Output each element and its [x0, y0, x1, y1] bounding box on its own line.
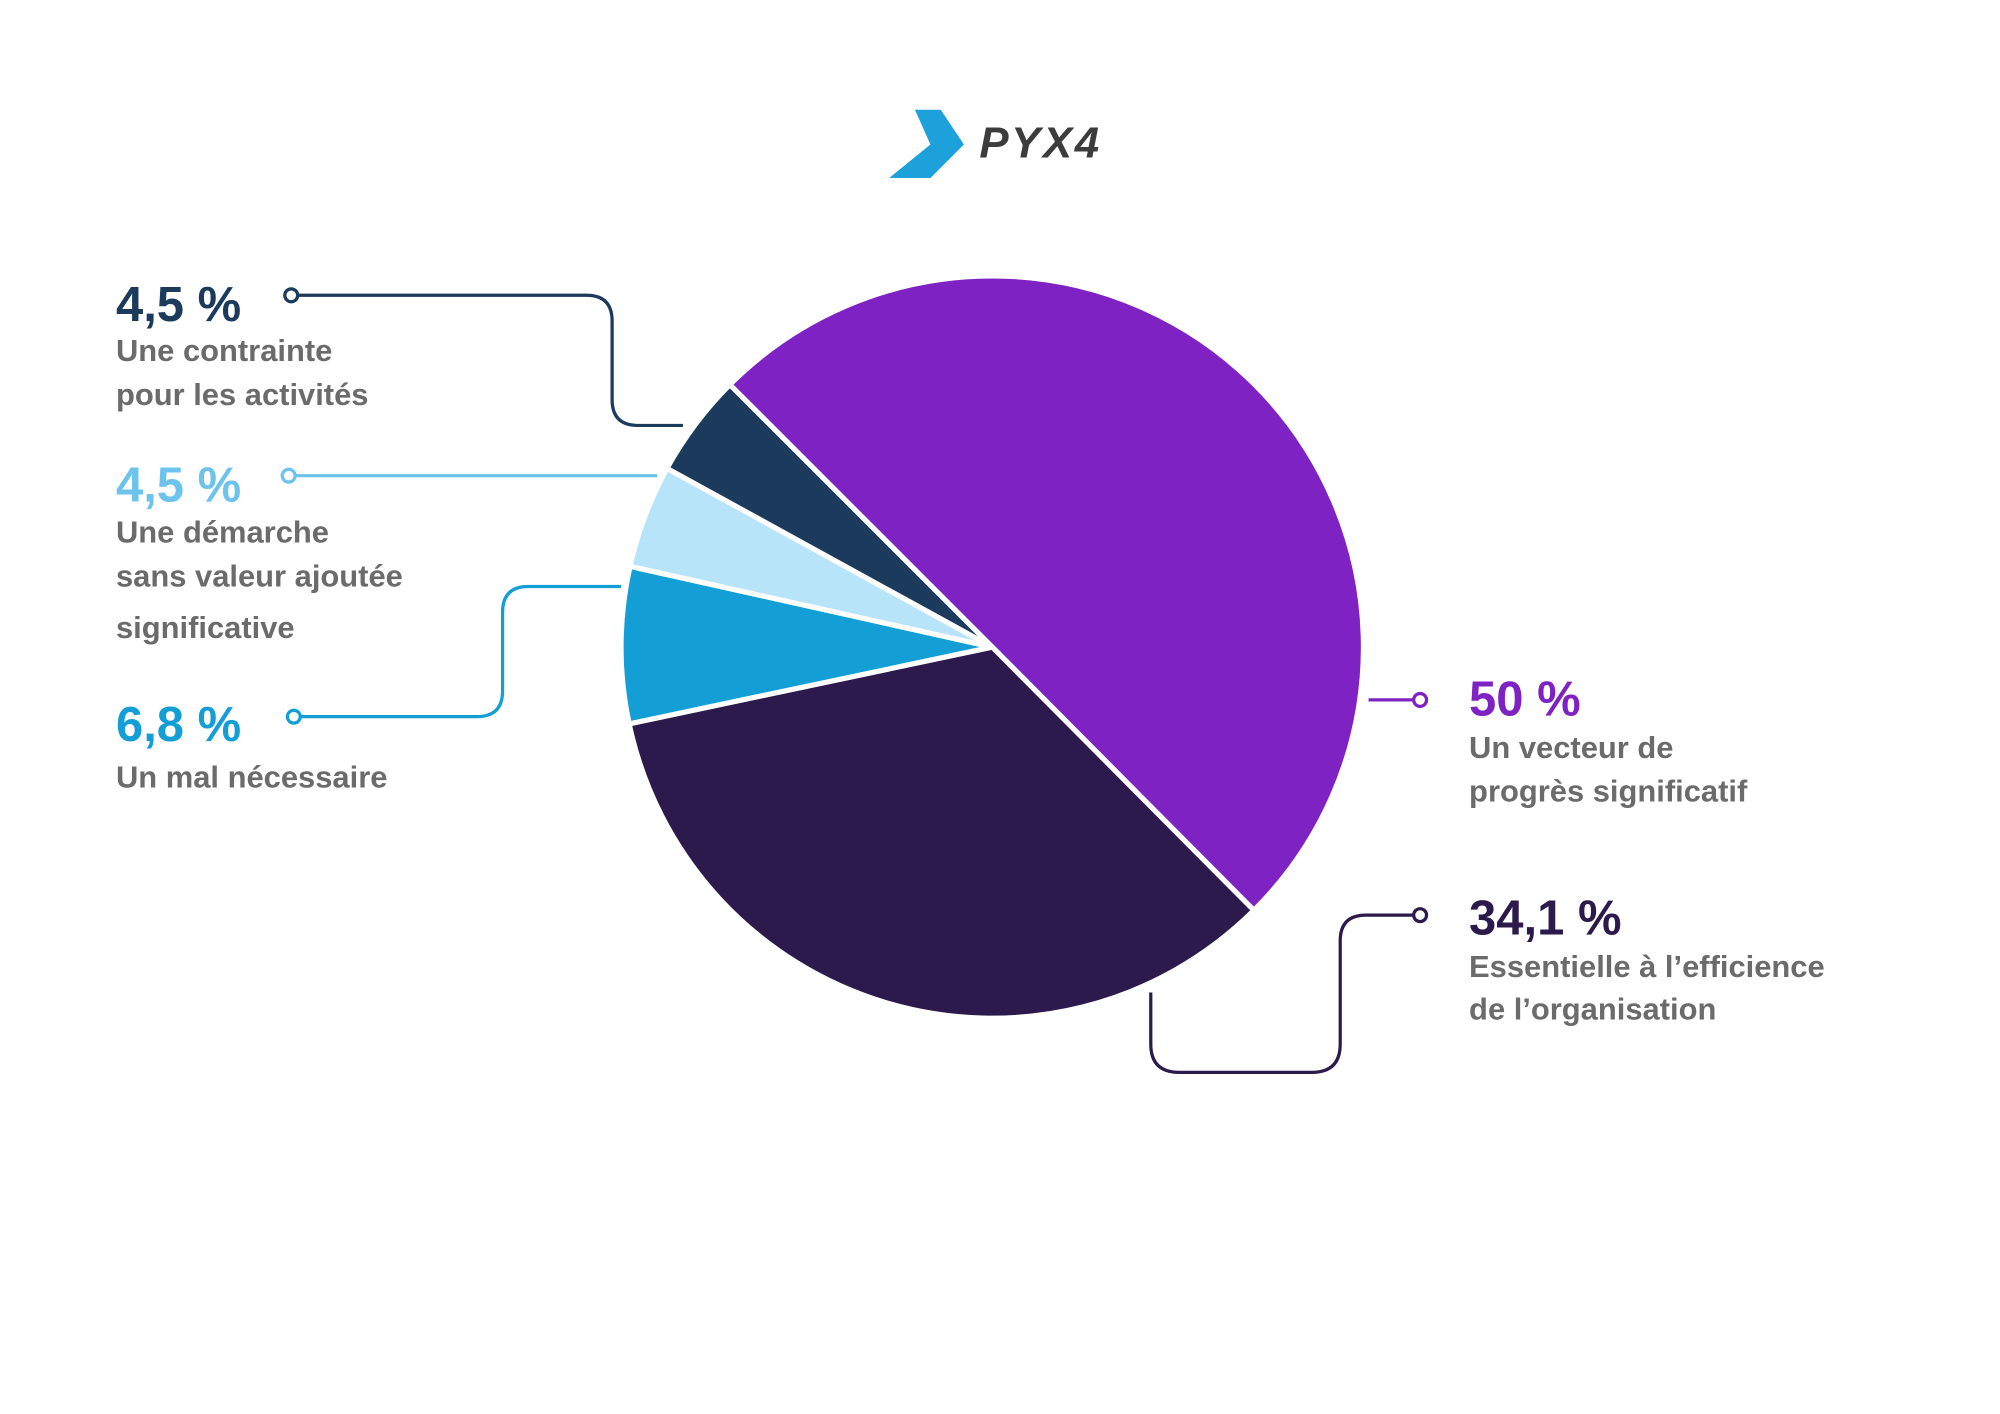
- connector: [297, 293, 683, 428]
- category-label: significative: [116, 610, 295, 645]
- pie-slice: [664, 382, 995, 650]
- connector-dot: [283, 287, 300, 304]
- value-label: 6,8 %: [116, 698, 241, 752]
- category-label: de l’organisation: [1469, 991, 1716, 1026]
- value-label: 34,1 %: [1469, 891, 1621, 945]
- value-label: 4,5 %: [116, 278, 241, 332]
- logo: PYX4: [889, 109, 1101, 179]
- connector-dot: [1412, 907, 1429, 924]
- pie-slice: [618, 563, 995, 727]
- category-label: Un mal nécessaire: [116, 760, 387, 795]
- pie-slice: [626, 644, 1257, 1021]
- connector: [300, 584, 622, 719]
- category-label: sans valeur ajoutée: [116, 559, 403, 594]
- category-label: pour les activités: [116, 377, 369, 412]
- category-label: Une démarche: [116, 515, 329, 550]
- category-label: Un vecteur de: [1469, 730, 1673, 765]
- connector-dot: [1412, 691, 1429, 708]
- value-label: 4,5 %: [116, 458, 241, 512]
- logo-mark: [889, 109, 964, 179]
- connector-dot: [280, 467, 297, 484]
- pie-slice: [727, 273, 1366, 913]
- connector-dot: [285, 708, 302, 725]
- category-label: Une contrainte: [116, 333, 332, 368]
- connector: [1149, 913, 1414, 1074]
- connectors: [280, 287, 1429, 1074]
- logo-text: PYX4: [979, 118, 1101, 167]
- category-label: Essentielle à l’efficience: [1469, 949, 1825, 984]
- category-label: progrès significatif: [1469, 774, 1748, 809]
- value-label: 50 %: [1469, 672, 1581, 726]
